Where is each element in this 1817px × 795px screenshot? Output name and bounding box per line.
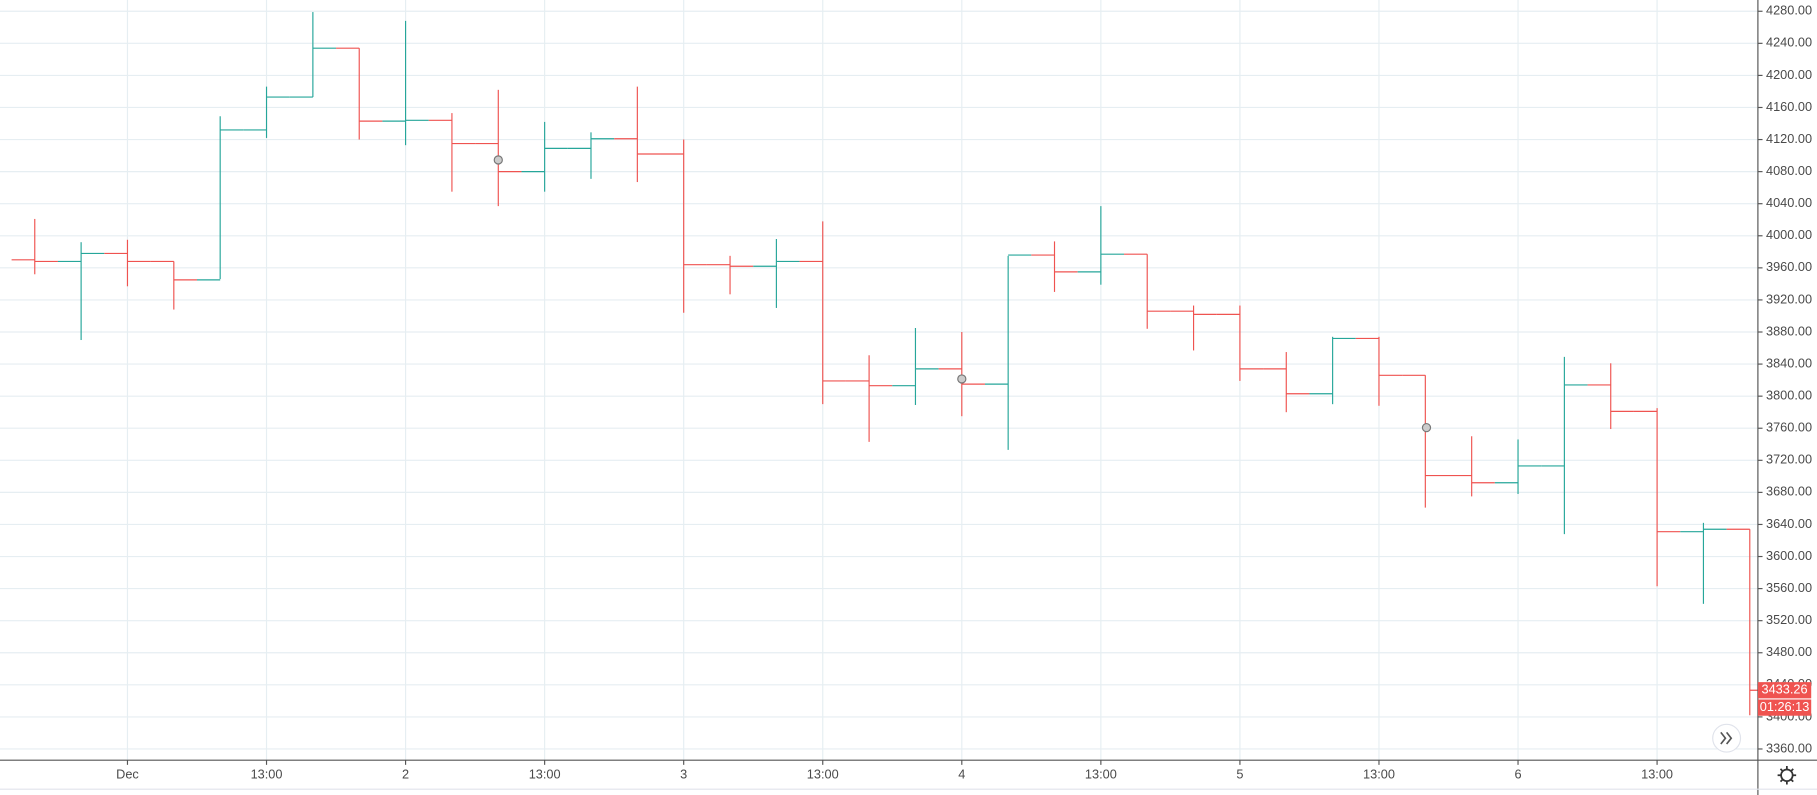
y-tick-label: 3360.00 <box>1766 740 1812 755</box>
countdown-label: 01:26:13 <box>1760 699 1810 714</box>
y-tick-label: 4040.00 <box>1766 195 1812 210</box>
x-tick-label: 13:00 <box>251 767 283 782</box>
y-tick-label: 4120.00 <box>1766 131 1812 146</box>
x-tick-label: 13:00 <box>1641 767 1673 782</box>
y-tick-label: 3520.00 <box>1766 612 1812 627</box>
button-circle[interactable] <box>1712 723 1742 753</box>
event-marker[interactable] <box>493 155 503 165</box>
y-tick-label: 3760.00 <box>1766 420 1812 435</box>
y-tick-label: 3960.00 <box>1766 259 1812 274</box>
bars <box>11 12 1773 716</box>
x-tick-label: Dec <box>116 767 139 782</box>
axes: 3360.003400.003440.003480.003520.003560.… <box>116 3 1812 782</box>
x-tick-label: 4 <box>958 767 965 782</box>
grid <box>0 0 1758 761</box>
y-tick-label: 3680.00 <box>1766 484 1812 499</box>
settings-button[interactable] <box>1777 765 1797 785</box>
y-tick-label: 4080.00 <box>1766 163 1812 178</box>
x-tick-label: 5 <box>1236 767 1243 782</box>
price-tags: 3433.26 01:26:13 <box>1757 682 1812 716</box>
x-tick-label: 13:00 <box>807 767 839 782</box>
y-tick-label: 3880.00 <box>1766 323 1812 338</box>
y-tick-label: 3920.00 <box>1766 291 1812 306</box>
x-tick-label: 13:00 <box>1363 767 1395 782</box>
countdown-tag <box>1757 699 1812 716</box>
x-tick-label: 3 <box>680 767 687 782</box>
y-tick-label: 3840.00 <box>1766 355 1812 370</box>
y-tick-label: 3720.00 <box>1766 452 1812 467</box>
y-tick-label: 4000.00 <box>1766 227 1812 242</box>
y-tick-label: 3800.00 <box>1766 388 1812 403</box>
scroll-to-realtime-button[interactable] <box>1712 723 1742 753</box>
gear-teeth[interactable] <box>1777 765 1797 785</box>
event-marker[interactable] <box>957 374 967 384</box>
y-tick-label: 4200.00 <box>1766 67 1812 82</box>
y-tick-label: 4160.00 <box>1766 99 1812 114</box>
last-price-tag <box>1757 682 1812 699</box>
event-marker[interactable] <box>1421 422 1432 433</box>
y-tick-label: 3560.00 <box>1766 580 1812 595</box>
x-tick-label: 6 <box>1514 767 1521 782</box>
y-tick-label: 4280.00 <box>1766 3 1812 18</box>
y-tick-label: 3600.00 <box>1766 548 1812 563</box>
button-icon[interactable] <box>1720 731 1733 745</box>
y-tick-label: 3640.00 <box>1766 516 1812 531</box>
y-tick-label: 4240.00 <box>1766 35 1812 50</box>
last-price-label: 3433.26 <box>1762 682 1808 697</box>
y-tick-label: 3480.00 <box>1766 644 1812 659</box>
x-tick-label: 13:00 <box>1085 767 1117 782</box>
x-tick-label: 13:00 <box>529 767 561 782</box>
x-tick-label: 2 <box>402 767 409 782</box>
